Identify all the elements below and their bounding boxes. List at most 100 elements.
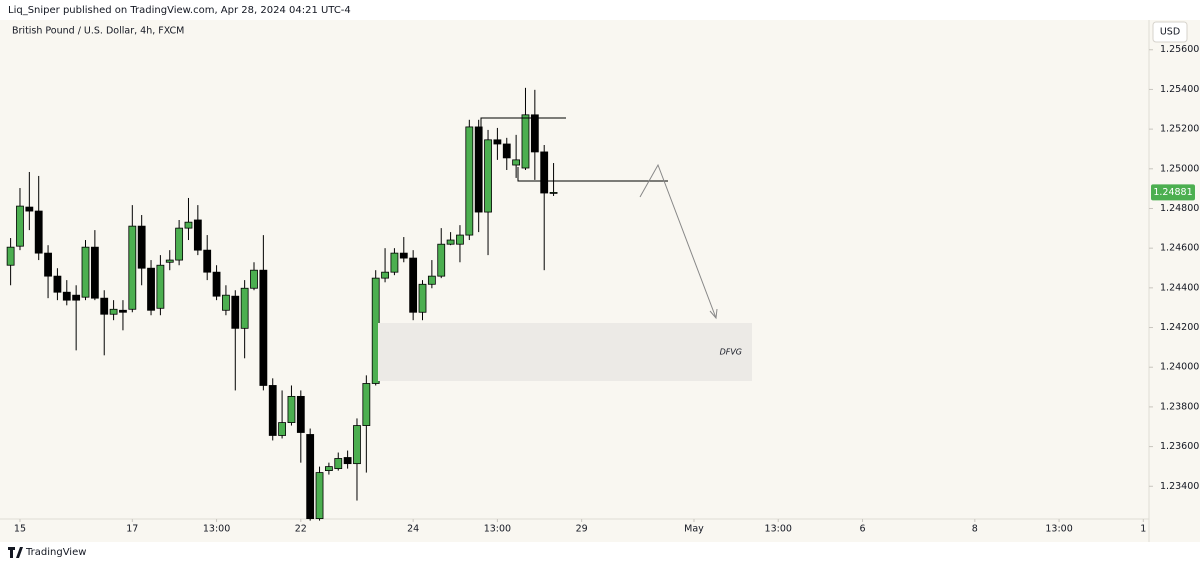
publisher-line: Liq_Sniper published on TradingView.com,…: [8, 5, 351, 16]
candle-body: [493, 139, 502, 145]
x-tick-label: May: [684, 524, 704, 535]
candle-body: [165, 259, 174, 263]
x-tick-label: 13:00: [484, 524, 511, 535]
y-tick-label: 1.24200: [1160, 322, 1199, 333]
y-tick-label: 1.23600: [1160, 441, 1199, 452]
candle-body: [427, 275, 436, 285]
candle-body: [502, 143, 511, 159]
candle-body: [81, 246, 90, 298]
candle-body: [44, 252, 52, 277]
candle-body: [231, 295, 240, 329]
candle-body: [62, 291, 71, 301]
high-line: [480, 117, 566, 131]
candle-body: [512, 159, 521, 166]
candle-body: [353, 425, 361, 465]
candle-body: [306, 434, 315, 520]
y-tick-label: 1.24600: [1160, 243, 1199, 254]
candle-body: [16, 205, 24, 247]
candle-body: [296, 395, 305, 433]
candle-body: [203, 249, 212, 273]
x-tick-label: 15: [14, 524, 26, 535]
candle-body: [456, 234, 464, 245]
candle-body: [362, 383, 371, 426]
y-tick-label: 1.24400: [1160, 282, 1199, 293]
candle-body: [324, 466, 333, 471]
candle-body: [212, 271, 221, 297]
candle-body: [250, 269, 258, 289]
x-tick-label: 13:00: [1045, 524, 1072, 535]
projection-arrow: [639, 163, 717, 319]
candle-body: [193, 219, 202, 251]
candle-body: [381, 271, 389, 279]
x-tick-label: 13:00: [203, 524, 230, 535]
x-tick-label: 24: [407, 524, 419, 535]
y-tick-label: 1.23800: [1160, 401, 1199, 412]
low-line: [517, 167, 668, 182]
x-tick-label: 13:00: [765, 524, 792, 535]
candle-body: [119, 309, 127, 313]
candle-body: [100, 297, 109, 315]
candle-body: [437, 243, 446, 277]
candle-body: [315, 472, 324, 520]
candle-body: [222, 294, 230, 311]
y-tick-label: 1.25400: [1160, 84, 1199, 95]
candle-body: [72, 294, 81, 301]
candle-body: [278, 422, 286, 436]
candle-body: [128, 225, 137, 310]
x-tick-label: 1: [1140, 524, 1146, 535]
candle-body: [109, 308, 118, 315]
y-tick-label: 1.24000: [1160, 362, 1199, 373]
candle-body: [530, 114, 539, 153]
x-tick-label: 29: [576, 524, 588, 535]
candle-body: [474, 126, 483, 213]
x-tick-label: 8: [972, 524, 978, 535]
candle-body: [390, 252, 399, 273]
candle-body: [34, 210, 43, 254]
candle-body: [549, 192, 558, 194]
y-tick-label: 1.23400: [1160, 481, 1199, 492]
last-price-box: [1151, 184, 1195, 201]
candle-body: [465, 126, 474, 236]
currency-box: [1152, 21, 1188, 43]
candle-body: [409, 257, 418, 313]
candle-body: [147, 267, 155, 311]
candle-body: [446, 239, 455, 245]
candle-body: [287, 395, 296, 423]
plot-area: [6, 87, 558, 521]
candle-body: [90, 246, 99, 299]
candle-body: [137, 225, 146, 269]
footer-bar: [0, 542, 1200, 565]
symbol-title: British Pound / U.S. Dollar, 4h, FXCM: [12, 26, 184, 37]
y-tick-label: 1.25200: [1160, 124, 1199, 135]
candle-body: [175, 227, 184, 261]
candle-body: [343, 457, 352, 465]
fvg-label: DFVG: [720, 348, 742, 357]
candle-body: [540, 151, 549, 194]
candle-body: [259, 269, 268, 386]
currency-label: USD: [1160, 27, 1180, 38]
candle-body: [25, 206, 34, 212]
tv-logo: [8, 547, 23, 558]
candle-body: [6, 246, 15, 266]
candle-body: [334, 458, 343, 470]
y-tick-label: 1.24800: [1160, 203, 1199, 214]
candle-body: [240, 287, 249, 329]
candle-body: [53, 275, 62, 293]
y-tick-label: 1.25000: [1160, 163, 1199, 174]
chart-background: [0, 20, 1200, 542]
candle-body: [268, 385, 277, 436]
x-tick-label: 22: [295, 524, 307, 535]
x-tick-label: 17: [126, 524, 138, 535]
footer-brand: TradingView: [25, 547, 86, 558]
top-bar: [0, 0, 1200, 20]
candle-body: [521, 114, 530, 169]
fvg-zone: [378, 323, 752, 381]
last-price-label: 1.24881: [1153, 187, 1192, 198]
arrow-head: [709, 308, 718, 320]
y-tick-label: 1.25600: [1160, 44, 1199, 55]
candle-body: [184, 221, 193, 229]
candle-body: [484, 139, 492, 213]
candle-body: [418, 283, 427, 313]
